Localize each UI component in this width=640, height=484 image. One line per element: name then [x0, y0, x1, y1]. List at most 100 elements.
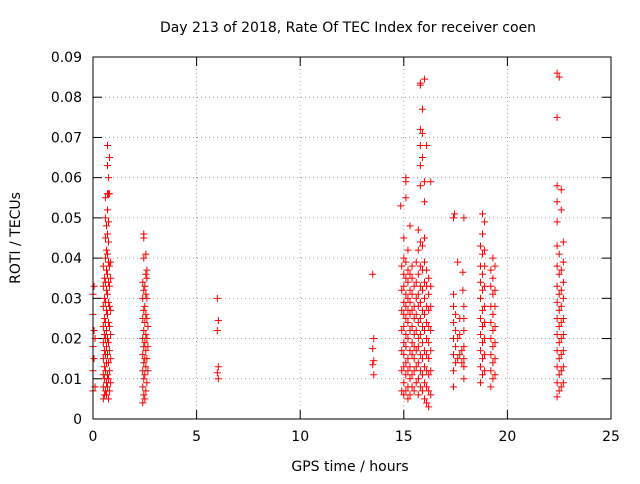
data-point	[414, 302, 422, 310]
data-point	[408, 262, 416, 270]
chart-title: Day 213 of 2018, Rate Of TEC Index for r…	[160, 20, 536, 36]
data-point	[491, 322, 499, 330]
data-point	[479, 339, 487, 347]
data-point	[421, 347, 429, 355]
data-point	[425, 355, 433, 363]
data-point	[142, 331, 150, 339]
data-point	[100, 294, 108, 302]
data-point	[553, 218, 561, 226]
data-point	[476, 242, 484, 250]
data-point	[423, 141, 431, 149]
data-point	[410, 367, 418, 375]
data-point	[141, 302, 149, 310]
data-point	[408, 306, 416, 314]
data-point	[418, 387, 426, 395]
data-point	[458, 359, 466, 367]
data-point	[553, 347, 561, 355]
data-point	[416, 351, 424, 359]
data-point	[404, 294, 412, 302]
data-point	[102, 343, 110, 351]
data-point	[144, 367, 152, 375]
data-point	[402, 314, 410, 322]
data-point	[421, 379, 429, 387]
data-point	[491, 286, 499, 294]
data-point	[479, 355, 487, 363]
data-point	[105, 318, 113, 326]
x-axis-label: GPS time / hours	[291, 459, 408, 475]
data-point	[139, 351, 147, 359]
y-axis-label: ROTI / TECUs	[8, 192, 24, 284]
data-point	[559, 238, 567, 246]
data-point	[427, 347, 435, 355]
data-point	[458, 347, 466, 355]
data-point	[406, 347, 414, 355]
data-point	[402, 274, 410, 282]
data-point	[105, 395, 113, 403]
data-point	[99, 282, 107, 290]
data-point	[555, 322, 563, 330]
data-point	[452, 359, 460, 367]
data-point	[476, 278, 484, 286]
grid-lines	[93, 57, 611, 419]
y-tick-label: 0	[73, 412, 82, 428]
data-point	[400, 270, 408, 278]
data-point	[553, 113, 561, 121]
data-point	[140, 327, 148, 335]
data-point	[142, 387, 150, 395]
data-point	[479, 270, 487, 278]
data-point	[414, 343, 422, 351]
data-point	[557, 302, 565, 310]
data-point	[370, 335, 378, 343]
data-point	[140, 254, 148, 262]
data-point	[491, 339, 499, 347]
data-point	[408, 322, 416, 330]
data-point	[414, 318, 422, 326]
data-point	[476, 363, 484, 371]
y-tick-label: 0.04	[51, 251, 82, 267]
data-point	[102, 391, 110, 399]
data-point	[416, 331, 424, 339]
data-point	[425, 322, 433, 330]
data-point	[105, 298, 113, 306]
data-point	[416, 262, 424, 270]
data-point	[452, 343, 460, 351]
data-point	[402, 290, 410, 298]
data-point	[143, 335, 151, 343]
data-point	[104, 383, 112, 391]
data-point	[416, 141, 424, 149]
data-point	[557, 318, 565, 326]
data-point	[414, 270, 422, 278]
data-point	[557, 367, 565, 375]
data-point	[106, 262, 114, 270]
data-point	[460, 327, 468, 335]
data-point	[452, 310, 460, 318]
data-point	[102, 327, 110, 335]
data-point	[143, 379, 151, 387]
data-point	[481, 351, 489, 359]
data-point	[106, 387, 114, 395]
data-point	[104, 335, 112, 343]
data-point	[421, 75, 429, 83]
y-tick-label: 0.02	[51, 332, 82, 348]
data-point	[416, 79, 424, 87]
data-point	[142, 250, 150, 258]
data-point	[416, 125, 424, 133]
data-point	[459, 286, 467, 294]
data-point	[416, 162, 424, 170]
data-point	[104, 206, 112, 214]
data-point	[423, 383, 431, 391]
data-point	[555, 387, 563, 395]
data-point	[100, 363, 108, 371]
data-point	[400, 351, 408, 359]
data-point	[476, 314, 484, 322]
data-point	[408, 371, 416, 379]
data-point	[559, 278, 567, 286]
data-point	[481, 335, 489, 343]
data-point	[406, 363, 414, 371]
data-point	[559, 347, 567, 355]
data-point	[404, 318, 412, 326]
data-point	[213, 369, 221, 377]
data-point	[412, 347, 420, 355]
data-point	[416, 367, 424, 375]
data-point	[491, 355, 499, 363]
